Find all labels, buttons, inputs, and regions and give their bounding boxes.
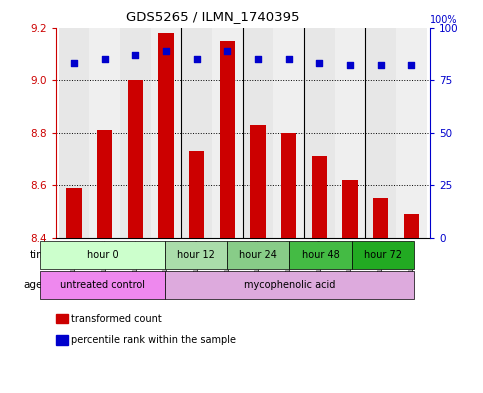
Point bbox=[162, 48, 170, 54]
Bar bbox=[158, 33, 174, 238]
Bar bbox=[312, 156, 327, 238]
Bar bbox=[281, 132, 297, 238]
Point bbox=[224, 48, 231, 54]
Point bbox=[315, 60, 323, 66]
Bar bbox=[366, 28, 396, 238]
Point bbox=[131, 52, 139, 58]
Point bbox=[377, 62, 384, 68]
Bar bbox=[66, 188, 82, 238]
Text: hour 0: hour 0 bbox=[86, 250, 118, 260]
Bar bbox=[342, 180, 358, 238]
Text: time: time bbox=[29, 250, 53, 260]
Text: GDS5265 / ILMN_1740395: GDS5265 / ILMN_1740395 bbox=[126, 10, 299, 23]
Bar bbox=[396, 28, 427, 238]
Text: 100%: 100% bbox=[430, 15, 457, 26]
Bar bbox=[128, 80, 143, 238]
Bar bbox=[97, 130, 113, 238]
Text: hour 72: hour 72 bbox=[364, 250, 402, 260]
Text: untreated control: untreated control bbox=[60, 280, 145, 290]
Bar bbox=[220, 40, 235, 238]
Bar bbox=[189, 151, 204, 238]
Bar bbox=[304, 28, 335, 238]
Point bbox=[254, 56, 262, 62]
Text: mycophenolic acid: mycophenolic acid bbox=[244, 280, 335, 290]
Point bbox=[70, 60, 78, 66]
Point bbox=[346, 62, 354, 68]
Bar bbox=[89, 28, 120, 238]
Point bbox=[285, 56, 293, 62]
Text: hour 12: hour 12 bbox=[177, 250, 215, 260]
Bar bbox=[58, 28, 89, 238]
Bar bbox=[212, 28, 243, 238]
Bar bbox=[373, 198, 388, 238]
Bar bbox=[120, 28, 151, 238]
Bar bbox=[181, 28, 212, 238]
Text: hour 48: hour 48 bbox=[302, 250, 340, 260]
Bar bbox=[404, 214, 419, 238]
Point bbox=[193, 56, 200, 62]
Bar bbox=[243, 28, 273, 238]
Point bbox=[101, 56, 109, 62]
Text: hour 24: hour 24 bbox=[240, 250, 277, 260]
Point bbox=[408, 62, 415, 68]
Text: agent: agent bbox=[23, 280, 53, 290]
Text: transformed count: transformed count bbox=[71, 314, 162, 324]
Bar bbox=[151, 28, 181, 238]
Bar bbox=[335, 28, 366, 238]
Bar bbox=[273, 28, 304, 238]
Text: percentile rank within the sample: percentile rank within the sample bbox=[71, 335, 237, 345]
Bar bbox=[250, 125, 266, 238]
